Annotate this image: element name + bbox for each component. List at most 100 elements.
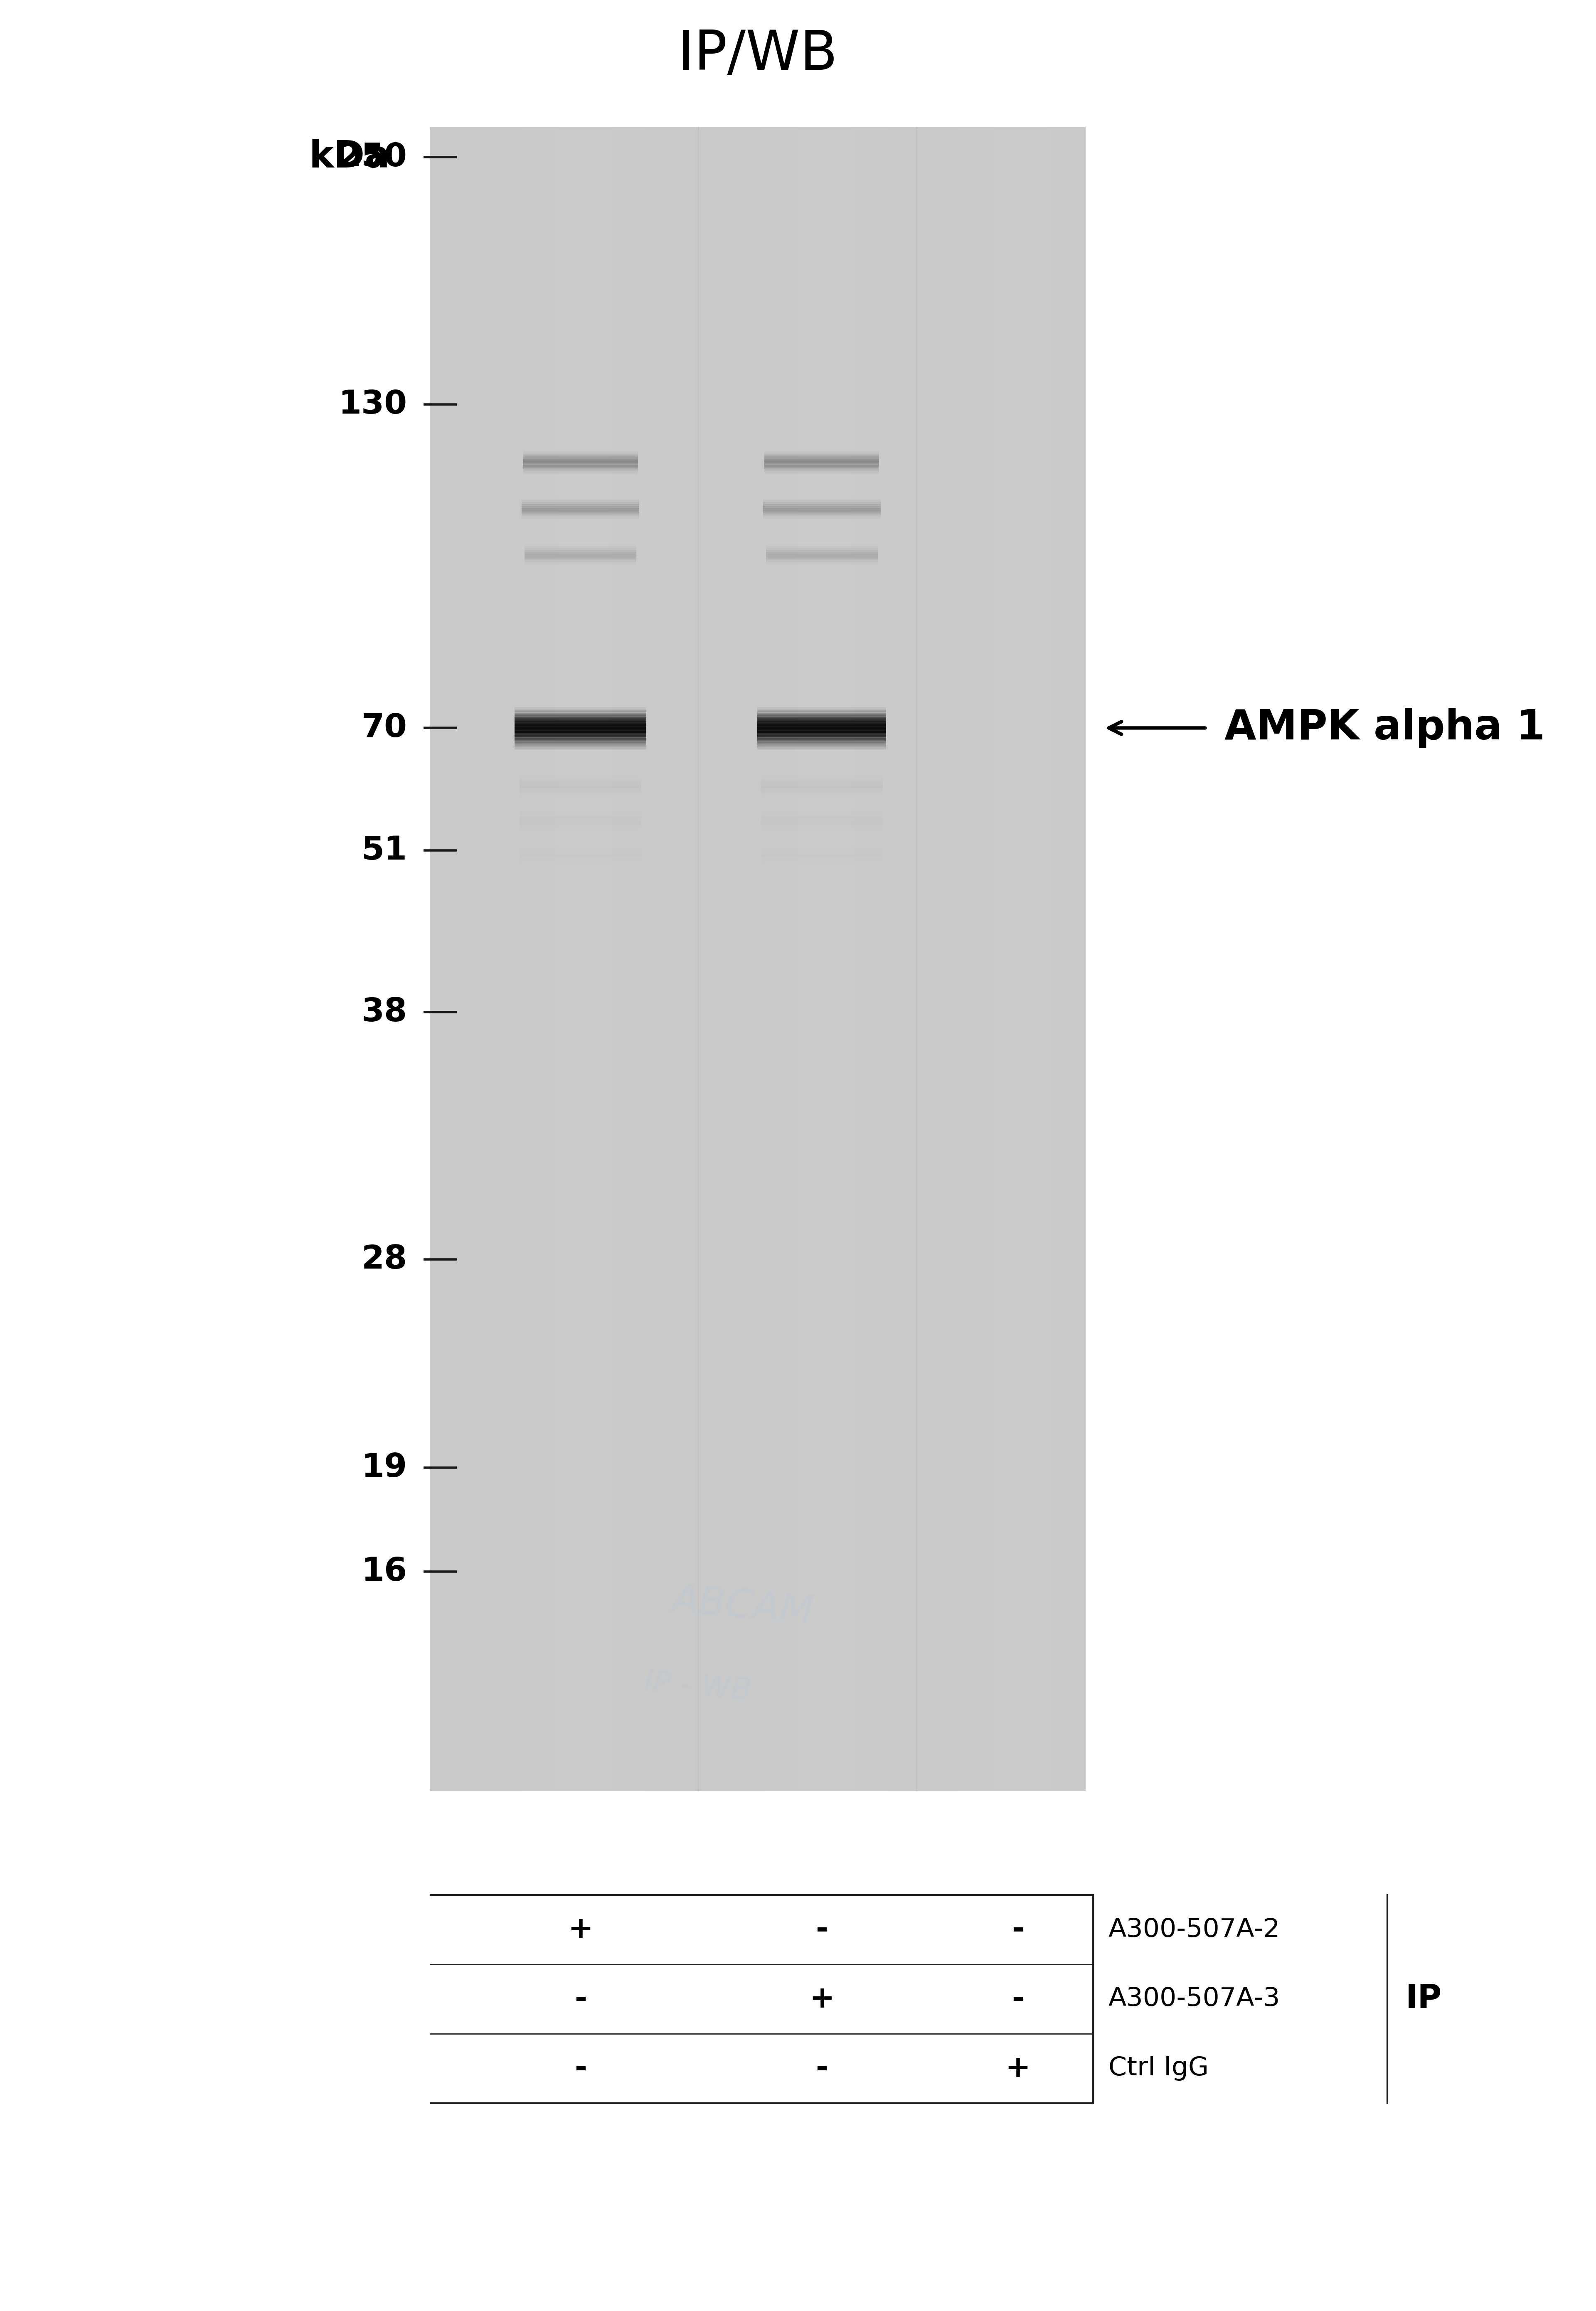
Bar <box>1021 127 1028 1791</box>
Bar <box>514 723 646 726</box>
Bar <box>758 728 886 730</box>
Bar <box>736 127 742 1791</box>
Bar <box>1036 127 1042 1791</box>
Bar <box>758 730 886 733</box>
Bar <box>536 127 543 1791</box>
Bar <box>792 127 798 1791</box>
Bar <box>758 719 886 721</box>
Bar <box>514 744 646 746</box>
Bar <box>938 127 945 1791</box>
Bar <box>514 719 646 721</box>
Text: -: - <box>575 2054 587 2082</box>
Bar <box>1069 127 1076 1791</box>
Bar <box>659 127 667 1791</box>
Bar <box>959 127 966 1791</box>
Bar <box>653 127 659 1791</box>
Text: 70: 70 <box>361 712 407 744</box>
Bar <box>867 127 873 1791</box>
Bar <box>994 127 1001 1791</box>
Bar <box>514 737 646 740</box>
Bar <box>528 127 536 1791</box>
Bar <box>758 744 886 746</box>
Text: 250: 250 <box>338 141 407 173</box>
Bar <box>1055 127 1063 1791</box>
Bar <box>514 746 646 749</box>
Bar <box>626 127 632 1791</box>
Bar <box>514 733 646 735</box>
Text: -: - <box>1012 1985 1025 2013</box>
Bar <box>605 127 611 1791</box>
Bar <box>763 127 771 1791</box>
Bar <box>986 127 994 1791</box>
Bar <box>591 127 598 1791</box>
Text: -: - <box>575 1985 587 2013</box>
Bar <box>811 127 819 1791</box>
Bar <box>846 127 852 1791</box>
Bar <box>514 712 646 714</box>
Bar <box>758 712 886 714</box>
Bar <box>570 127 578 1791</box>
Bar <box>618 127 626 1791</box>
Bar <box>777 127 784 1791</box>
Text: 51: 51 <box>361 834 407 867</box>
Bar <box>514 716 646 719</box>
Bar <box>758 737 886 740</box>
Bar <box>742 127 750 1791</box>
Text: 28: 28 <box>361 1243 407 1276</box>
Bar <box>758 712 886 714</box>
Bar <box>514 730 646 733</box>
Text: 16: 16 <box>361 1555 407 1588</box>
Bar <box>873 127 881 1791</box>
Bar <box>1049 127 1055 1791</box>
Bar <box>514 707 646 709</box>
Text: A300-507A-2: A300-507A-2 <box>1108 1918 1280 1941</box>
Bar <box>758 744 886 746</box>
Bar <box>932 127 938 1791</box>
Bar <box>758 730 886 733</box>
Text: IP: IP <box>1406 1983 1441 2015</box>
Bar <box>549 127 557 1791</box>
Bar <box>584 127 591 1791</box>
Bar <box>514 726 646 728</box>
Bar <box>757 127 763 1791</box>
Bar <box>758 746 886 749</box>
Text: 38: 38 <box>361 996 407 1028</box>
Bar <box>758 733 886 735</box>
Bar <box>514 719 646 721</box>
Bar <box>598 127 605 1791</box>
Bar <box>495 127 501 1791</box>
Bar <box>611 127 618 1791</box>
Text: A300-507A-3: A300-507A-3 <box>1108 1987 1280 2011</box>
Bar <box>887 127 894 1791</box>
Bar <box>832 127 839 1791</box>
Bar <box>900 127 908 1791</box>
Bar <box>758 726 886 728</box>
Bar <box>514 712 646 714</box>
Text: IP/WB: IP/WB <box>678 28 838 81</box>
Bar <box>894 127 900 1791</box>
Bar <box>758 709 886 712</box>
Bar <box>578 127 584 1791</box>
Bar <box>557 127 563 1791</box>
Bar <box>514 709 646 712</box>
Bar <box>758 716 886 719</box>
Text: -: - <box>816 2054 828 2082</box>
Bar <box>638 127 646 1791</box>
Bar <box>514 740 646 742</box>
Bar <box>646 127 653 1791</box>
Text: AMPK alpha 1: AMPK alpha 1 <box>1224 707 1545 749</box>
Bar <box>758 707 886 709</box>
Bar <box>1007 127 1015 1791</box>
Bar <box>758 742 886 744</box>
Text: +: + <box>568 1916 594 1944</box>
Bar <box>974 127 980 1791</box>
Text: ABCAM: ABCAM <box>670 1581 816 1632</box>
Bar <box>514 737 646 740</box>
Bar <box>514 716 646 719</box>
Bar <box>758 733 886 735</box>
Bar <box>514 733 646 735</box>
Bar <box>514 728 646 730</box>
Bar <box>758 735 886 737</box>
Bar <box>758 740 886 742</box>
Bar <box>632 127 638 1791</box>
